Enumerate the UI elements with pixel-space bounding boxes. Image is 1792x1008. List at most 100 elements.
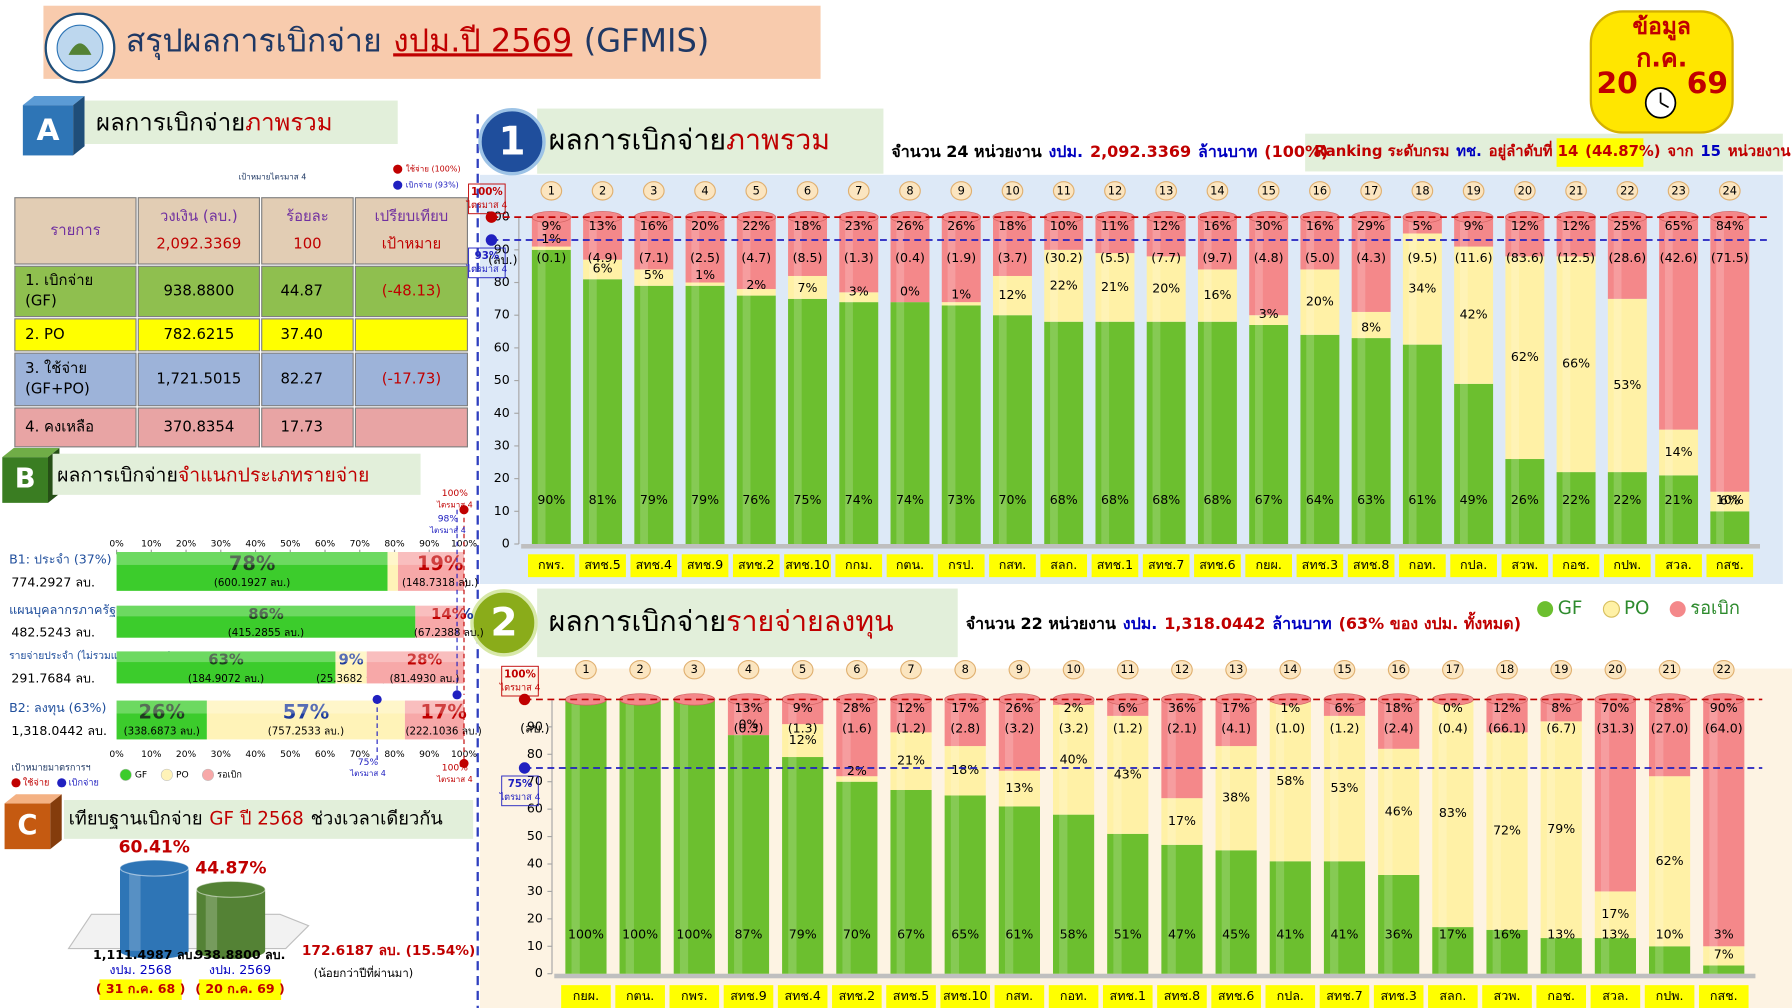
legend-label: รอเบิก — [217, 769, 242, 780]
chart-number: 2 — [490, 601, 517, 646]
rank-number: 3 — [691, 662, 698, 676]
column-shine — [537, 217, 546, 544]
data-label: 12% — [1493, 700, 1521, 715]
table-cell-text: 938.8800 — [163, 281, 234, 299]
rank-number: 1 — [548, 183, 555, 197]
x-tick-label: 60% — [315, 750, 336, 760]
data-label: 3% — [849, 283, 869, 298]
data-label: 22% — [742, 218, 770, 233]
data-label: 63% — [208, 651, 244, 669]
section-title: ผลการเบิกจ่ายจำแนกประเภทรายจ่าย — [57, 463, 369, 486]
data-label: 17% — [1222, 700, 1250, 715]
x-tick-label: สทช.5 — [584, 557, 620, 572]
section-icon-side — [50, 794, 62, 850]
column-segment — [1454, 246, 1494, 384]
section-icon — [4, 803, 51, 850]
data-label: 13% — [1547, 926, 1575, 941]
category-box — [1590, 985, 1641, 1008]
table-row-label: 3. ใช้จ่าย — [25, 359, 87, 377]
column-segment — [1197, 269, 1237, 322]
rank-number: 4 — [701, 183, 708, 197]
amount-label: (81.4930 ลบ.) — [390, 673, 460, 685]
rank-number: 14 — [1210, 183, 1225, 197]
data-label: 20% — [1306, 294, 1334, 309]
column-segment — [1095, 321, 1135, 544]
data-label: 28% — [1656, 700, 1684, 715]
data-label: 11% — [1101, 218, 1129, 233]
data-label: 41% — [1331, 926, 1359, 941]
section-title-bg — [52, 453, 421, 495]
rank-number: 7 — [855, 183, 862, 197]
data-label: 17% — [1439, 926, 1467, 941]
table-cell — [14, 318, 137, 352]
column-segment — [1107, 833, 1149, 974]
chart-subtitle: จำนวน 22 หน่วยงาน งปม. 1,318.0442 ล้านบาท (6… — [966, 610, 1521, 632]
table-cell — [261, 318, 354, 352]
page-title-part: งปม.ปี 2569 — [393, 21, 572, 59]
data-label: 100% — [622, 926, 658, 941]
x-tick-label: 0% — [109, 750, 124, 760]
section-title-part: จำแนกประเภทรายจ่าย — [178, 463, 370, 486]
column-segment — [944, 699, 986, 747]
column-segment — [836, 776, 878, 782]
y-tick-label: 80 — [494, 274, 510, 289]
reference-dot — [518, 693, 531, 706]
category-box — [1347, 554, 1395, 578]
data-label: 6% — [593, 260, 613, 275]
amount-label: (1.9) — [946, 250, 976, 265]
chart-title-bg — [537, 588, 958, 658]
logo-tree — [68, 43, 92, 55]
column-segment — [1351, 338, 1391, 544]
rank-number: 17 — [1364, 183, 1379, 197]
data-label: 79% — [640, 492, 668, 507]
legend-label: ใช้จ่าย — [23, 777, 49, 788]
category-box — [1501, 554, 1549, 578]
data-label: 100% — [568, 926, 604, 941]
bar-segment — [116, 605, 416, 638]
column-segment — [944, 795, 986, 974]
date-badge — [1589, 10, 1734, 134]
category-amount: 482.5243 ลบ. — [11, 625, 95, 640]
rank-badge — [1442, 660, 1464, 680]
table-cell-text: 1,721.5015 — [156, 369, 241, 387]
column-segment — [1161, 699, 1203, 799]
amount-label: (12.5) — [1557, 250, 1595, 265]
x-tick-label: กพร. — [538, 557, 565, 572]
category-box — [1604, 554, 1651, 578]
column-shine — [1004, 699, 1014, 974]
data-label: 26% — [1511, 492, 1539, 507]
data-label: 42% — [1460, 307, 1488, 322]
data-label: 83% — [1439, 805, 1467, 820]
table-cell — [354, 197, 468, 265]
section-title-part: ผลการเบิกจ่าย — [96, 108, 245, 136]
section-title: ผลการเบิกจ่ายภาพรวม — [96, 108, 333, 136]
column-segment — [1454, 383, 1494, 544]
data-label: 1% — [951, 287, 971, 302]
data-label: 30% — [1255, 218, 1283, 233]
data-label: 79% — [1547, 821, 1575, 836]
chart-subtitle: จำนวน 24 หน่วยงาน งปม. 2,092.3369 ล้านบาท (1… — [891, 141, 1328, 160]
ranking-note-part: (44.87%) — [1585, 142, 1660, 160]
clock-hands — [1659, 92, 1669, 109]
chart-number-badge — [470, 589, 538, 657]
data-label: 1% — [541, 231, 561, 246]
data-label: 53% — [1613, 377, 1641, 392]
table-cell — [354, 352, 468, 407]
amount-label: (30.2) — [1045, 250, 1083, 265]
table-cell — [14, 407, 137, 448]
rank-badge — [791, 660, 814, 680]
data-label: 3% — [1714, 926, 1734, 941]
chart-title-part: ผลการเบิกจ่าย — [549, 604, 727, 638]
bar-segment — [415, 605, 464, 638]
reference-sublabel: ไตรมาส 4 — [499, 792, 541, 803]
section-title-part: ภาพรวม — [245, 108, 332, 136]
y-tick-label: 60 — [527, 801, 543, 816]
legend-title: เป้าหมายมาตรการฯ — [11, 763, 90, 774]
column-segment — [1648, 946, 1691, 974]
table-cell-text: 37.40 — [280, 325, 323, 343]
x-tick-label: สลก. — [1439, 988, 1466, 1003]
data-label: 10% — [1716, 492, 1744, 507]
data-label: 58% — [1060, 926, 1088, 941]
data-label: 18% — [951, 762, 979, 777]
data-label: 87% — [735, 926, 763, 941]
